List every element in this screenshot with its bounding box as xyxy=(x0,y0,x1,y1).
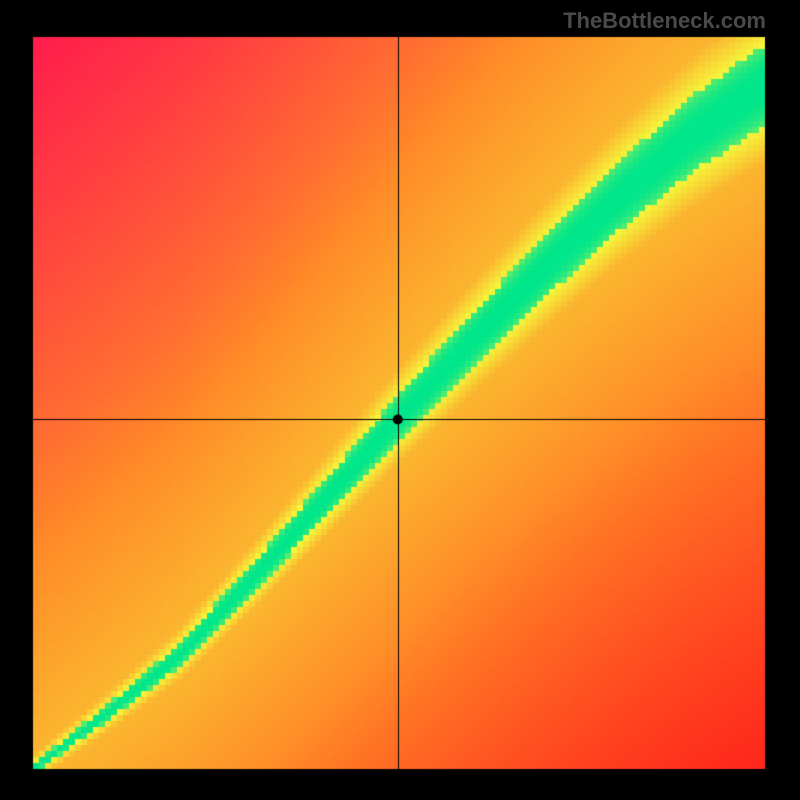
watermark-text: TheBottleneck.com xyxy=(563,8,766,34)
bottleneck-heatmap xyxy=(0,0,800,800)
